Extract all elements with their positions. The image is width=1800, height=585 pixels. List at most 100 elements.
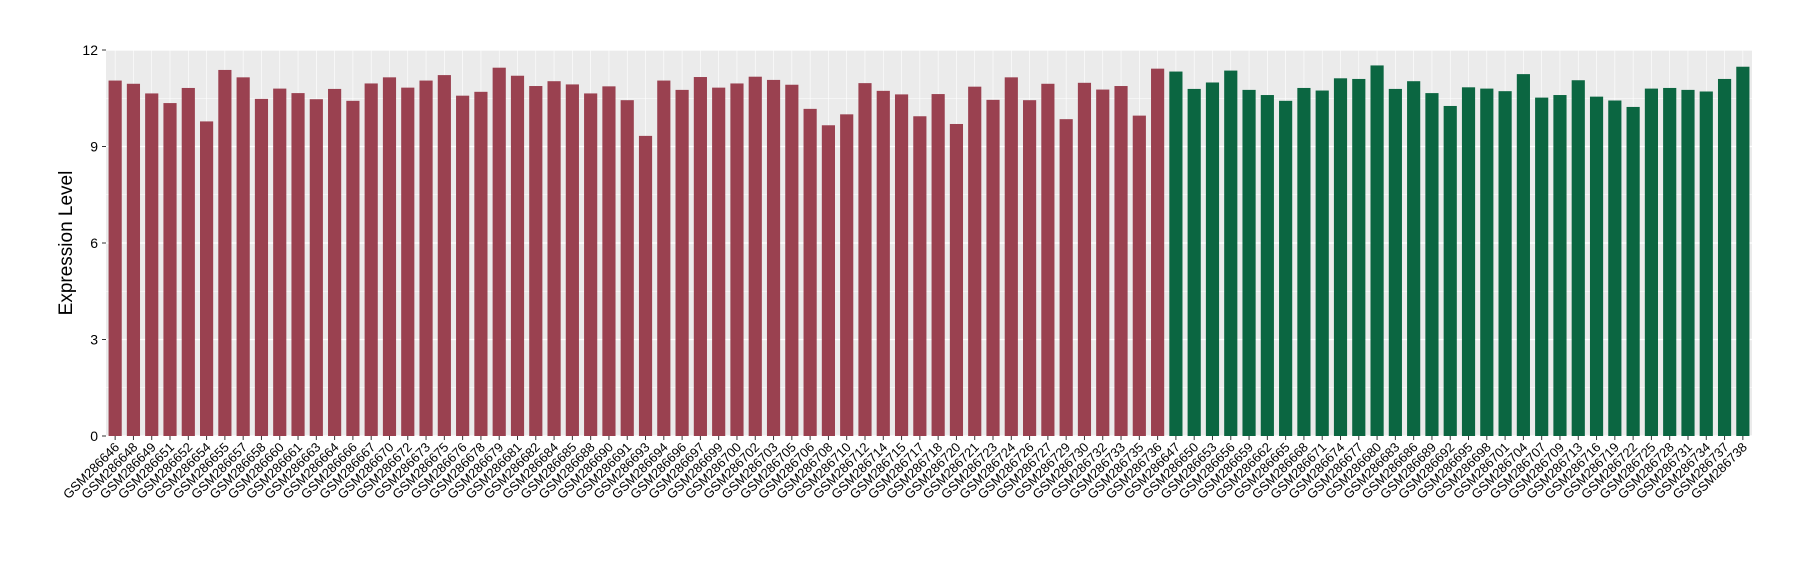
bar: [254, 98, 269, 436]
y-tick-label: 9: [90, 139, 98, 155]
bar: [273, 88, 287, 436]
bar: [126, 83, 141, 437]
bar: [1443, 105, 1457, 436]
bar: [291, 93, 305, 436]
bar: [1644, 88, 1658, 436]
bar: [1132, 115, 1146, 437]
bar: [1535, 97, 1549, 437]
bar: [1352, 78, 1366, 436]
bar: [1663, 87, 1677, 436]
bar: [1297, 87, 1311, 436]
bar: [1187, 88, 1201, 437]
bars: [108, 65, 1750, 437]
bar: [931, 94, 945, 437]
bar: [1425, 93, 1439, 436]
bar: [693, 77, 707, 437]
bar: [1516, 74, 1530, 436]
y-tick-label: 0: [90, 428, 98, 444]
bar: [529, 86, 543, 436]
y-tick-label: 6: [90, 235, 98, 251]
bar: [309, 99, 323, 436]
bar: [419, 80, 433, 436]
y-axis: 0 3 6 9 12: [82, 42, 106, 444]
bar: [1114, 86, 1128, 436]
bar: [492, 67, 506, 437]
bar: [712, 87, 726, 436]
bar: [1077, 82, 1092, 436]
bar: [1242, 89, 1256, 437]
bar: [1059, 119, 1073, 437]
bar: [1388, 88, 1402, 437]
bar: [766, 79, 781, 436]
bar: [1096, 89, 1110, 436]
bar: [1553, 95, 1567, 437]
bar: [1736, 66, 1750, 436]
y-tick-label: 12: [82, 42, 98, 58]
bar: [401, 87, 415, 436]
y-axis-label: Expression Level: [56, 171, 77, 316]
bar: [437, 75, 451, 436]
bar: [1498, 91, 1512, 436]
bar: [730, 83, 744, 436]
bar: [748, 76, 762, 436]
bar: [986, 99, 1000, 436]
bar: [1699, 91, 1713, 437]
bar: [1681, 89, 1695, 437]
y-tick-label: 3: [90, 332, 98, 348]
bar: [1279, 100, 1293, 436]
x-axis: GSM286646GSM286648GSM286649GSM286651GSM2…: [60, 436, 1750, 502]
bar: [821, 125, 835, 437]
bar: [968, 86, 982, 437]
bar: [1608, 100, 1622, 437]
bar: [163, 103, 177, 436]
bar: [510, 75, 525, 436]
bar: [328, 88, 342, 437]
bar: [1589, 96, 1604, 437]
bar: [236, 77, 250, 436]
bar: [474, 91, 488, 437]
bar: [1717, 78, 1732, 436]
bar: [894, 94, 909, 436]
bar: [1370, 65, 1384, 436]
bar: [1480, 88, 1494, 436]
bar: [1571, 80, 1585, 436]
bar: [620, 100, 634, 437]
bar: [638, 135, 653, 436]
bar: [1461, 87, 1476, 437]
bar: [547, 81, 561, 437]
bar: [584, 93, 598, 437]
bar: [200, 121, 214, 436]
bar: [108, 80, 122, 436]
bar: [1333, 78, 1348, 436]
bar: [218, 69, 232, 437]
bar: [675, 89, 689, 437]
bar: [1407, 81, 1421, 437]
bar: [346, 100, 360, 436]
bar: [1041, 83, 1055, 437]
bar: [657, 80, 671, 436]
bar: [1151, 68, 1165, 436]
bar: [949, 123, 964, 436]
bar: [565, 84, 579, 436]
bar: [803, 108, 817, 437]
bar: [913, 116, 927, 436]
bar: [858, 83, 872, 437]
bar: [364, 83, 378, 436]
bar: [1626, 106, 1640, 436]
bar: [1205, 82, 1220, 436]
bar: [1260, 95, 1274, 437]
bar: [181, 87, 195, 436]
bar: [840, 114, 854, 436]
bar: [785, 84, 799, 437]
bar: [1169, 71, 1183, 436]
bar: [1004, 77, 1018, 436]
bar: [1315, 90, 1329, 436]
bar: [382, 77, 397, 436]
bar: [1224, 70, 1238, 436]
bar: [145, 93, 159, 437]
bar: [1023, 100, 1037, 437]
bar: [602, 86, 616, 437]
bar: [456, 95, 470, 436]
bar: [876, 90, 890, 436]
